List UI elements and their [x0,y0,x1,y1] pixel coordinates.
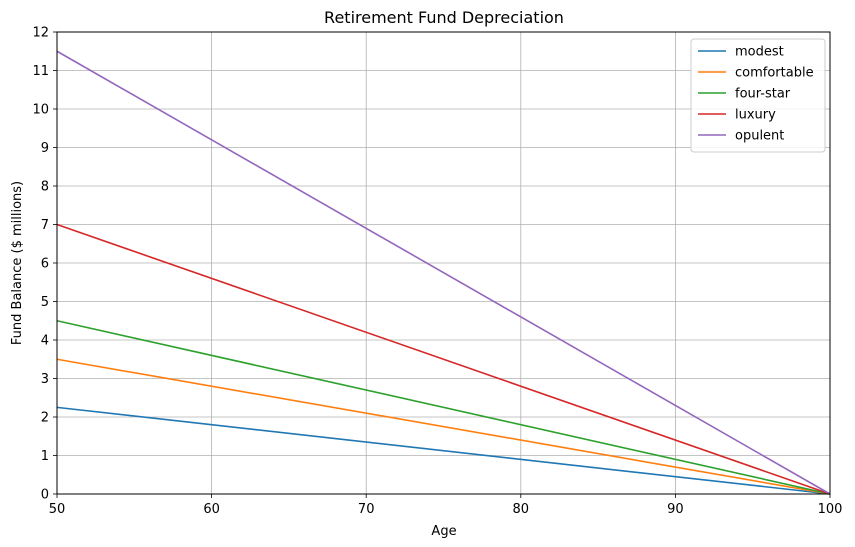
y-tick-label: 5 [41,295,49,310]
y-tick-label: 10 [32,103,49,118]
legend-label-luxury: luxury [735,108,776,123]
x-tick-label: 60 [203,502,220,517]
y-tick-label: 7 [41,218,49,233]
x-tick-label: 90 [667,502,684,517]
x-tick-label: 50 [49,502,66,517]
y-tick-label: 1 [41,449,49,464]
series-line-opulent [56,50,831,495]
y-tick-label: 0 [41,488,49,503]
y-tick-label: 2 [41,411,49,426]
series-line-luxury [56,223,831,495]
legend-label-four-star: four-star [735,87,791,102]
series-line-modest [56,406,831,495]
x-tick-label: 100 [818,502,843,517]
y-tick-label: 11 [32,64,49,79]
y-tick-label: 4 [41,334,49,349]
y-tick-label: 9 [41,141,49,156]
legend-box [690,38,826,153]
y-axis-label: Fund Balance ($ millions) [10,181,25,345]
legend-label-modest: modest [735,45,784,60]
legend-label-comfortable: comfortable [735,66,814,81]
series-lines [56,50,831,495]
y-tick-label: 8 [41,180,49,195]
y-tick-label: 6 [41,257,49,272]
y-tick-label: 12 [32,26,49,41]
x-tick-label: 70 [358,502,375,517]
x-tick-label: 80 [513,502,530,517]
series-line-four-star [56,319,831,495]
series-line-comfortable [56,358,831,495]
y-tick-label: 3 [41,372,49,387]
chart-title: Retirement Fund Depreciation [324,8,564,27]
legend: modest comfortable four-star luxury opulent [690,38,826,153]
x-axis-label: Age [431,524,456,539]
legend-label-opulent: opulent [735,129,784,144]
x-axis-ticks: 50 60 70 80 90 100 [49,494,843,517]
